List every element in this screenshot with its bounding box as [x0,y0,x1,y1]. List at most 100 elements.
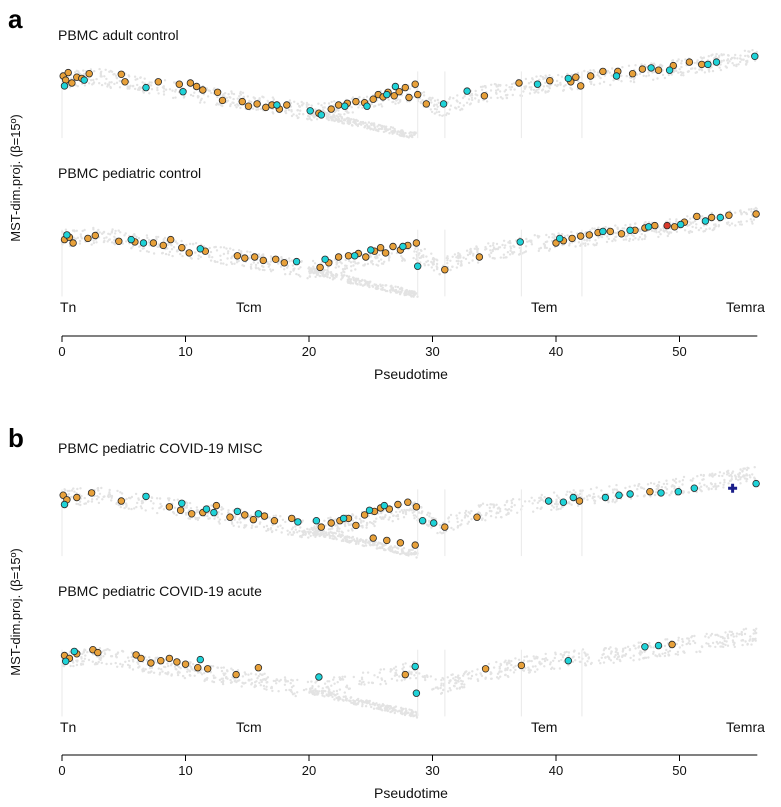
background-cell [372,128,375,131]
background-cell [393,711,396,715]
background-cell [323,695,326,698]
background-cell [376,264,380,267]
background-cell [495,92,498,96]
background-cell [468,103,472,106]
background-cell [148,656,151,659]
background-cell [484,248,487,251]
background-cell [738,471,741,475]
background-cell [433,103,436,107]
background-cell [277,690,280,693]
background-cell [656,77,659,80]
background-cell [337,534,340,538]
background-cell [447,516,451,519]
background-cell [396,290,400,294]
background-cell [196,518,200,522]
background-cell [421,99,424,102]
background-cell [395,510,398,514]
background-cell [739,54,742,57]
background-cell [737,475,740,478]
background-cell [663,654,667,658]
background-cell [311,685,314,688]
background-cell [733,56,736,59]
orange-point [577,232,585,240]
background-cell [164,252,168,256]
background-cell [334,518,337,521]
background-cell [222,262,225,265]
cyan-point [179,87,187,96]
background-cell [608,71,611,74]
background-cell [170,248,174,251]
background-cell [349,121,352,125]
background-cell [321,271,324,274]
background-cell [340,117,343,120]
background-cell [413,133,416,136]
background-cell [664,651,667,655]
background-cell [557,659,561,663]
background-cell [654,228,658,232]
background-cell [162,508,166,511]
background-cell [216,102,219,105]
background-cell [326,266,330,269]
background-cell [556,503,560,506]
background-cell [435,111,438,114]
background-cell [614,224,617,227]
background-cell [616,227,619,231]
background-cell [361,544,364,547]
background-cell [349,278,353,281]
background-cell [464,511,467,515]
background-cell [403,133,406,137]
background-cell [87,500,90,503]
background-cell [570,503,573,506]
background-cell [72,487,75,490]
background-cell [665,479,668,482]
background-cell [361,705,364,708]
background-cell [534,665,537,668]
orange-point [568,234,576,243]
background-cell [562,85,566,88]
background-cell [217,520,220,523]
background-cell [357,261,360,265]
background-cell [240,250,243,253]
orange-point [238,97,246,106]
background-cell [136,501,139,505]
background-cell [668,494,671,497]
background-cell [536,501,540,504]
background-cell [583,497,586,500]
background-cell [447,520,451,523]
background-cell [420,249,423,253]
background-cell [502,239,506,242]
background-cell [410,131,414,134]
background-cell [296,691,299,694]
background-cell [557,507,560,511]
background-cell [693,641,697,645]
background-cell [357,542,360,545]
background-cell [480,88,484,92]
background-cell [300,535,303,539]
background-cell [462,256,465,259]
background-cell [452,528,455,531]
background-cell [100,656,103,660]
background-cell [747,467,750,470]
background-cell [354,280,357,284]
orange-point [693,212,701,221]
background-cell [242,682,246,685]
background-cell [358,281,361,284]
background-cell [562,89,565,92]
background-cell [604,647,607,650]
background-cell [504,94,508,97]
background-cell [638,236,642,239]
background-cell [546,658,549,662]
background-cell [419,256,423,259]
background-cell [351,276,355,279]
background-cell [347,275,350,279]
background-cell [401,667,404,671]
orange-point [638,65,647,73]
orange-point [317,523,325,531]
background-cell [194,251,197,254]
background-cell [709,482,713,485]
background-cell [500,670,503,673]
background-cell [219,246,222,249]
background-cell [707,642,710,646]
background-cell [106,647,109,651]
background-cell [566,72,569,76]
